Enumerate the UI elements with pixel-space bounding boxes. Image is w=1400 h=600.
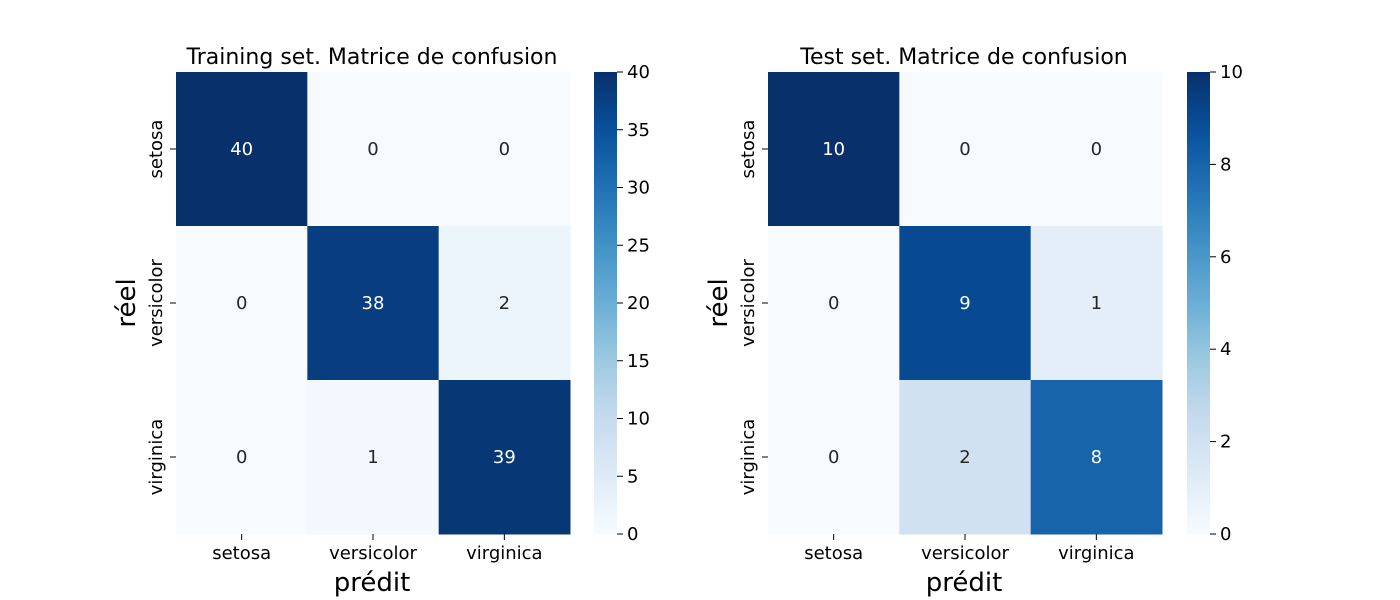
- x-tick-label: virginica: [466, 543, 543, 564]
- heatmap-cell: [1030, 380, 1163, 535]
- heatmap-cell: [768, 380, 900, 535]
- heatmap-cell: [176, 380, 308, 535]
- heatmap-cell: [307, 380, 440, 535]
- colorbar-tick-label: 10: [627, 409, 650, 430]
- cell-value-label: 40: [230, 139, 253, 160]
- colorbar-tick-label: 15: [627, 351, 650, 372]
- heatmap-cell: [438, 72, 571, 227]
- colorbar-tick-label: 35: [627, 120, 650, 141]
- colorbar-tick-label: 8: [1220, 154, 1231, 175]
- training-confusion-matrix: Training set. Matrice de confusion 40 0 00…: [112, 45, 650, 598]
- colorbar-gradient: [594, 72, 617, 534]
- chart-title: Training set. Matrice de confusion: [186, 45, 558, 70]
- heatmap-cell: [176, 226, 308, 381]
- y-tick-label: virginica: [146, 419, 167, 496]
- heatmap-cell: [899, 72, 1032, 227]
- cell-value-label: 8: [1091, 447, 1102, 468]
- cell-value-label: 0: [828, 447, 839, 468]
- y-tick-label: setosa: [738, 120, 759, 179]
- colorbar-tick-label: 25: [627, 235, 650, 256]
- cell-value-label: 0: [959, 139, 970, 160]
- heatmap-cells: 40 0 0 0 38 2 0 1 39: [176, 72, 571, 535]
- heatmap-cells: 10 0 00 9 10 2 8: [768, 72, 1163, 535]
- colorbar-tick-label: 10: [1220, 62, 1243, 83]
- x-tick-label: setosa: [212, 543, 271, 564]
- x-axis-label: prédit: [334, 568, 411, 598]
- x-tick-label: versicolor: [921, 543, 1009, 564]
- y-tick-labels: setosa versicolor virginica: [146, 120, 176, 496]
- y-tick-label: versicolor: [146, 258, 167, 346]
- heatmap-cell: [899, 380, 1032, 535]
- test-confusion-matrix: Test set. Matrice de confusion 10 0 00 9 10 2…: [704, 45, 1243, 598]
- colorbar-tick-label: 20: [627, 293, 650, 314]
- colorbar: 0 2 4 6 8 10: [1187, 62, 1243, 545]
- cell-value-label: 0: [499, 139, 510, 160]
- heatmap-cell: [768, 72, 900, 227]
- colorbar-tick-label: 0: [627, 524, 638, 545]
- heatmap-cell: [768, 226, 900, 381]
- heatmap-cell: [307, 72, 440, 227]
- cell-value-label: 0: [367, 139, 378, 160]
- x-tick-label: setosa: [804, 543, 863, 564]
- cell-value-label: 0: [1091, 139, 1102, 160]
- cell-value-label: 9: [959, 293, 970, 314]
- colorbar-tick-label: 40: [627, 62, 650, 83]
- chart-title: Test set. Matrice de confusion: [799, 45, 1127, 70]
- cell-value-label: 0: [236, 293, 247, 314]
- heatmap-cell: [176, 72, 308, 227]
- colorbar-tick-label: 6: [1220, 247, 1231, 268]
- heatmap-cell: [307, 226, 440, 381]
- x-tick-label: virginica: [1058, 543, 1135, 564]
- cell-value-label: 39: [493, 447, 516, 468]
- y-axis-label: réel: [112, 278, 142, 327]
- heatmap-cell: [899, 226, 1032, 381]
- cell-value-label: 1: [367, 447, 378, 468]
- y-tick-label: virginica: [738, 419, 759, 496]
- colorbar: 0 5 10 15 20 25 30 35 40: [594, 62, 650, 545]
- x-axis-label: prédit: [926, 568, 1003, 598]
- colorbar-tick-label: 2: [1220, 432, 1231, 453]
- x-tick-labels: setosa versicolor virginica: [804, 534, 1135, 564]
- colorbar-tick-label: 30: [627, 178, 650, 199]
- heatmap-cell: [438, 380, 571, 535]
- y-tick-label: setosa: [146, 120, 167, 179]
- cell-value-label: 2: [499, 293, 510, 314]
- y-tick-label: versicolor: [738, 258, 759, 346]
- heatmap-cell: [1030, 72, 1163, 227]
- cell-value-label: 1: [1091, 293, 1102, 314]
- cell-value-label: 0: [828, 293, 839, 314]
- cell-value-label: 0: [236, 447, 247, 468]
- cell-value-label: 2: [959, 447, 970, 468]
- colorbar-gradient: [1187, 72, 1210, 534]
- cell-value-label: 38: [362, 293, 385, 314]
- y-axis-label: réel: [704, 278, 734, 327]
- colorbar-tick-label: 5: [627, 466, 638, 487]
- y-tick-labels: setosa versicolor virginica: [738, 120, 768, 496]
- heatmap-cell: [438, 226, 571, 381]
- colorbar-tick-label: 0: [1220, 524, 1231, 545]
- x-tick-label: versicolor: [329, 543, 417, 564]
- heatmap-cell: [1030, 226, 1163, 381]
- cell-value-label: 10: [822, 139, 845, 160]
- colorbar-tick-label: 4: [1220, 339, 1231, 360]
- x-tick-labels: setosa versicolor virginica: [212, 534, 543, 564]
